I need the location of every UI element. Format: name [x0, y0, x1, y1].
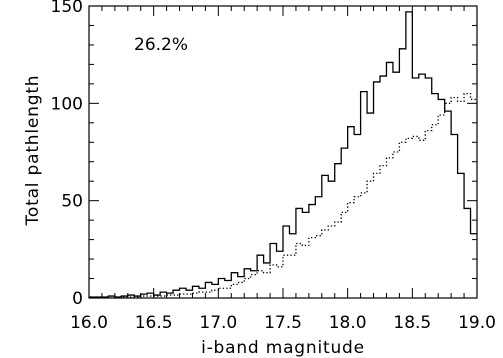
x-tick-label: 18.5 — [393, 313, 431, 333]
x-tick-label: 17.5 — [264, 313, 302, 333]
x-tick-label: 16.5 — [135, 313, 173, 333]
y-tick-label: 0 — [72, 289, 83, 309]
y-axis-label: Total pathlength — [23, 75, 43, 227]
y-tick-label: 150 — [51, 0, 83, 17]
x-tick-label: 18.0 — [329, 313, 367, 333]
plot-content — [89, 11, 477, 298]
x-tick-label: 19.0 — [458, 313, 496, 333]
histogram-series-dotted — [89, 92, 477, 298]
y-tick-label: 50 — [61, 192, 83, 212]
x-axis-label: i-band magnitude — [201, 338, 365, 358]
y-tick-label: 100 — [51, 94, 83, 114]
x-tick-label: 17.0 — [199, 313, 237, 333]
histogram-series-solid — [89, 11, 477, 298]
percentage-annotation: 26.2% — [134, 35, 188, 55]
tick-labels: 16.0 16.5 17.0 17.5 18.0 18.5 19.0 0 50 100 150 — [51, 0, 496, 333]
x-tick-label: 16.0 — [70, 313, 108, 333]
axes — [88, 5, 478, 299]
